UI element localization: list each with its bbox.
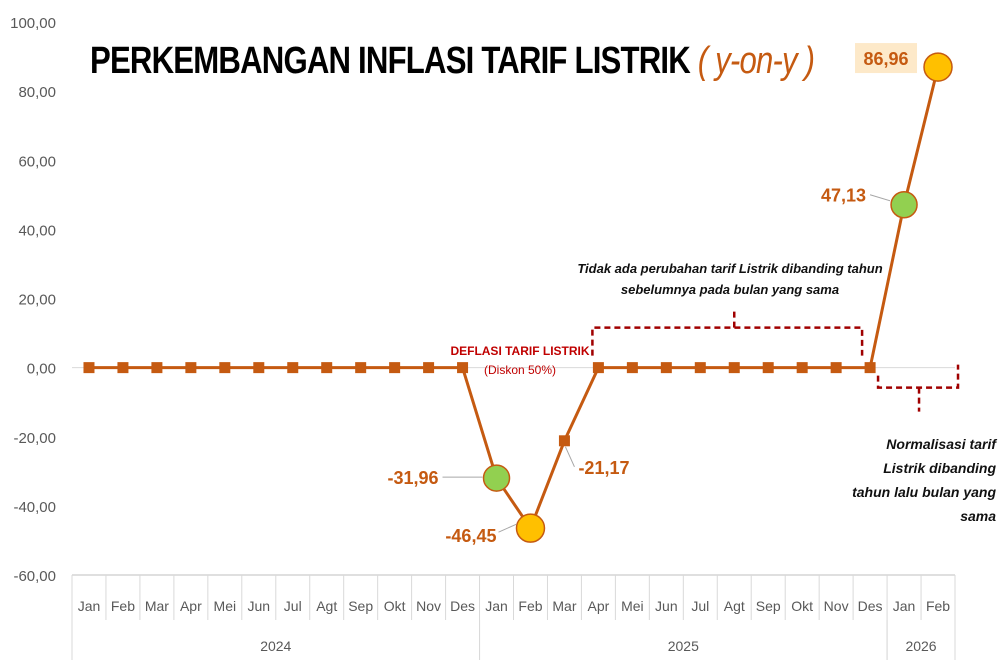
x-tick-label: Okt (791, 598, 813, 614)
data-point (558, 435, 570, 447)
x-tick-label: Agt (724, 598, 745, 614)
data-point-yellow (923, 52, 953, 82)
x-tick-label: Jun (655, 598, 678, 614)
normalization-annotation: Normalisasi tarif Listrik dibanding tahu… (852, 436, 996, 524)
data-point (762, 362, 774, 374)
data-point (253, 362, 265, 374)
y-tick-label: 40,00 (18, 222, 56, 239)
y-tick-label: -60,00 (13, 568, 56, 585)
chart-title-accent: ( y-on-y ) (697, 40, 815, 82)
year-label: 2026 (905, 638, 936, 654)
data-point (796, 362, 808, 374)
no-change-annotation: Tidak ada perubahan tarif Listrik diband… (577, 261, 883, 297)
data-label: -31,96 (387, 468, 438, 488)
data-point (219, 362, 231, 374)
chart-title-main: PERKEMBANGAN INFLASI TARIF LISTRIK (90, 40, 691, 82)
x-tick-label: Okt (384, 598, 406, 614)
x-tick-label: Jul (691, 598, 709, 614)
data-point (117, 362, 129, 374)
data-point-green (482, 464, 511, 492)
data-label: -46,45 (445, 526, 496, 546)
data-point (728, 362, 740, 374)
year-label: 2024 (260, 638, 291, 654)
x-tick-label: Nov (824, 598, 849, 614)
data-label: 47,13 (821, 186, 866, 206)
x-tick-label: Apr (180, 598, 202, 614)
data-point (423, 362, 435, 374)
data-point (355, 362, 367, 374)
y-tick-label: -40,00 (13, 499, 56, 516)
data-point (592, 362, 604, 374)
deflation-annotation: DEFLASI TARIF LISTRIK (Diskon 50%) (440, 342, 600, 380)
no-change-bracket (591, 326, 864, 356)
x-tick-label: Sep (348, 598, 373, 614)
data-point-green (890, 190, 918, 219)
x-tick-label: Jan (485, 598, 508, 614)
y-tick-label: 0,00 (27, 361, 56, 378)
x-tick-label: Mar (552, 598, 576, 614)
data-point (694, 362, 706, 374)
x-tick-label: Mei (621, 598, 644, 614)
leader-line (869, 194, 891, 202)
data-point (660, 362, 672, 374)
x-tick-label: Nov (416, 598, 441, 614)
x-tick-label: Sep (756, 598, 781, 614)
x-tick-label: Jan (893, 598, 916, 614)
data-label: -21,17 (578, 458, 629, 478)
data-point (185, 362, 197, 374)
chart-title: PERKEMBANGAN INFLASI TARIF LISTRIK ( y-o… (90, 40, 815, 83)
data-label: 86,96 (863, 49, 908, 69)
x-tick-label: Agt (316, 598, 337, 614)
year-label: 2025 (668, 638, 699, 654)
x-tick-label: Apr (588, 598, 610, 614)
x-tick-label: Mei (214, 598, 237, 614)
data-label-box (855, 43, 918, 74)
data-point (626, 362, 638, 374)
data-point (151, 362, 163, 374)
x-tick-label: Feb (926, 598, 950, 614)
y-tick-label: 100,00 (10, 15, 56, 32)
y-tick-label: 60,00 (18, 153, 56, 170)
x-tick-label: Des (858, 598, 883, 614)
y-tick-label: 20,00 (18, 292, 56, 309)
x-tick-label: Mar (145, 598, 169, 614)
x-tick-label: Jun (247, 598, 270, 614)
leader-line (498, 523, 517, 533)
leader-line (564, 446, 575, 467)
x-tick-label: Jan (78, 598, 101, 614)
data-point (830, 362, 842, 374)
x-tick-label: Feb (518, 598, 542, 614)
data-point (389, 362, 401, 374)
data-point (287, 362, 299, 374)
data-point (83, 362, 95, 374)
data-point (457, 362, 469, 374)
series-line (88, 66, 940, 530)
deflation-label: DEFLASI TARIF LISTRIK (450, 344, 590, 358)
x-tick-label: Jul (284, 598, 302, 614)
y-tick-label: 80,00 (18, 84, 56, 101)
x-tick-label: Feb (111, 598, 135, 614)
data-point-yellow (515, 513, 546, 543)
x-tick-label: Des (450, 598, 475, 614)
y-tick-label: -20,00 (13, 430, 56, 447)
discount-label: (Diskon 50%) (483, 363, 557, 377)
data-point (321, 362, 333, 374)
data-point (864, 362, 876, 374)
